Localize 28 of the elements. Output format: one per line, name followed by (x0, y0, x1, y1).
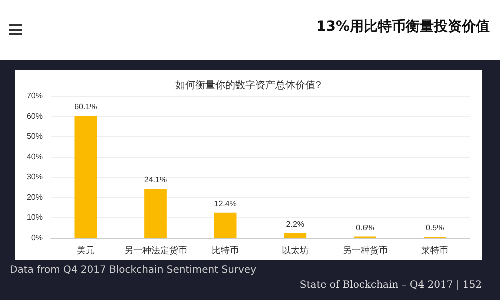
y-tick-label: 0% (31, 234, 43, 242)
data-label: 0.5% (426, 223, 444, 232)
text: Data from Q4 2017 Blockchain Sentiment Survey (10, 265, 257, 276)
chart-title: 13%用比特币衡量投资价值 (316, 18, 490, 36)
data-label: 0.6% (356, 223, 374, 232)
bar (284, 234, 307, 238)
x-tick-label: 另一种货币 (342, 246, 388, 256)
y-tick-label: 50% (26, 132, 43, 142)
y-tick-label: 20% (26, 192, 43, 202)
x-tick-label: 以太坊 (282, 246, 309, 256)
y-tick-label: 60% (26, 112, 43, 121)
data-label: 24.1% (144, 176, 168, 185)
data-label: 12.4% (214, 199, 237, 208)
y-tick-label: 70% (26, 92, 43, 100)
x-tick-label: 比特币 (212, 246, 240, 256)
x-tick-label: 美元 (76, 246, 95, 256)
text: State of Blockchain – Q4 2017 | 152 (300, 280, 482, 291)
data-label: 2.2% (286, 220, 305, 230)
y-tick-label: 40% (26, 152, 43, 162)
x-tick-label: 另一种法定货币 (124, 246, 188, 256)
data-label: 60.1% (74, 102, 98, 112)
bar (214, 212, 237, 238)
bar (144, 189, 167, 238)
y-tick-label: 30% (26, 172, 43, 182)
chart-subtitle: 如何衡量你的数字资产总体价值? (176, 80, 322, 92)
bar (74, 116, 98, 238)
y-tick-label: 10% (26, 213, 43, 222)
x-tick-label: 莱特币 (422, 246, 449, 256)
